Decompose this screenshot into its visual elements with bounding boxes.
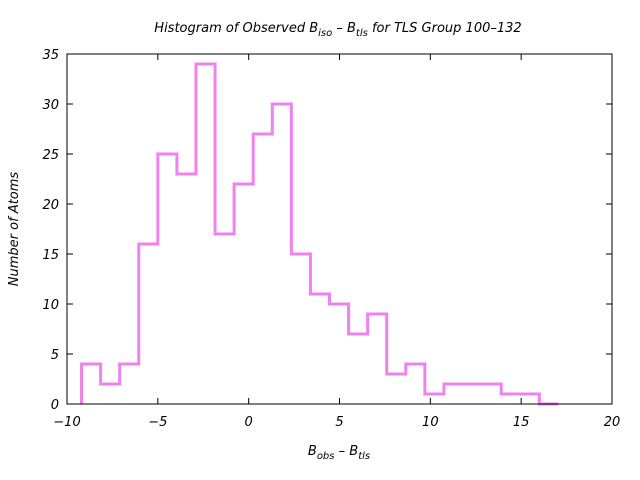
y-tick-label: 20 [42, 198, 59, 213]
x-tick-label: −10 [53, 415, 80, 430]
x-axis-label-sub2: tls [358, 451, 370, 462]
y-tick-label: 15 [42, 248, 59, 263]
axis-tick-labels: −10 −5 0 5 10 15 20 0 5 10 15 20 25 30 35 [42, 48, 620, 430]
x-tick-label: 15 [513, 415, 530, 430]
x-tick-label: 10 [422, 415, 439, 430]
y-tick-label: 5 [51, 348, 59, 363]
x-axis-label-sub1: obs [317, 451, 335, 462]
x-axis-label: Bobs – Btls [308, 444, 370, 462]
plot-frame [66, 53, 613, 405]
y-tick-label: 0 [51, 398, 59, 413]
x-axis-label-main2: – B [335, 444, 359, 459]
y-tick-label: 25 [42, 148, 59, 163]
chart-title-prefix: Histogram of Observed B [154, 21, 318, 36]
x-tick-label: −5 [148, 415, 167, 430]
y-axis-label: Number of Atoms [7, 172, 22, 287]
histogram-step-outline [80, 62, 559, 406]
x-tick-label: 0 [245, 415, 253, 430]
chart-title-sub2: tls [356, 28, 368, 39]
y-tick-label: 35 [42, 48, 59, 63]
x-tick-label: 5 [335, 415, 343, 430]
chart-title: Histogram of Observed Biso – Btls for TL… [154, 21, 521, 39]
x-tick-label: 20 [604, 415, 621, 430]
y-tick-label: 10 [42, 298, 59, 313]
chart-title-sub1: iso [318, 28, 332, 39]
chart-title-suffix: for TLS Group 100–132 [368, 21, 522, 36]
chart-title-middle: – B [332, 21, 356, 36]
x-axis-label-main1: B [308, 444, 317, 459]
y-tick-label: 30 [42, 98, 59, 113]
